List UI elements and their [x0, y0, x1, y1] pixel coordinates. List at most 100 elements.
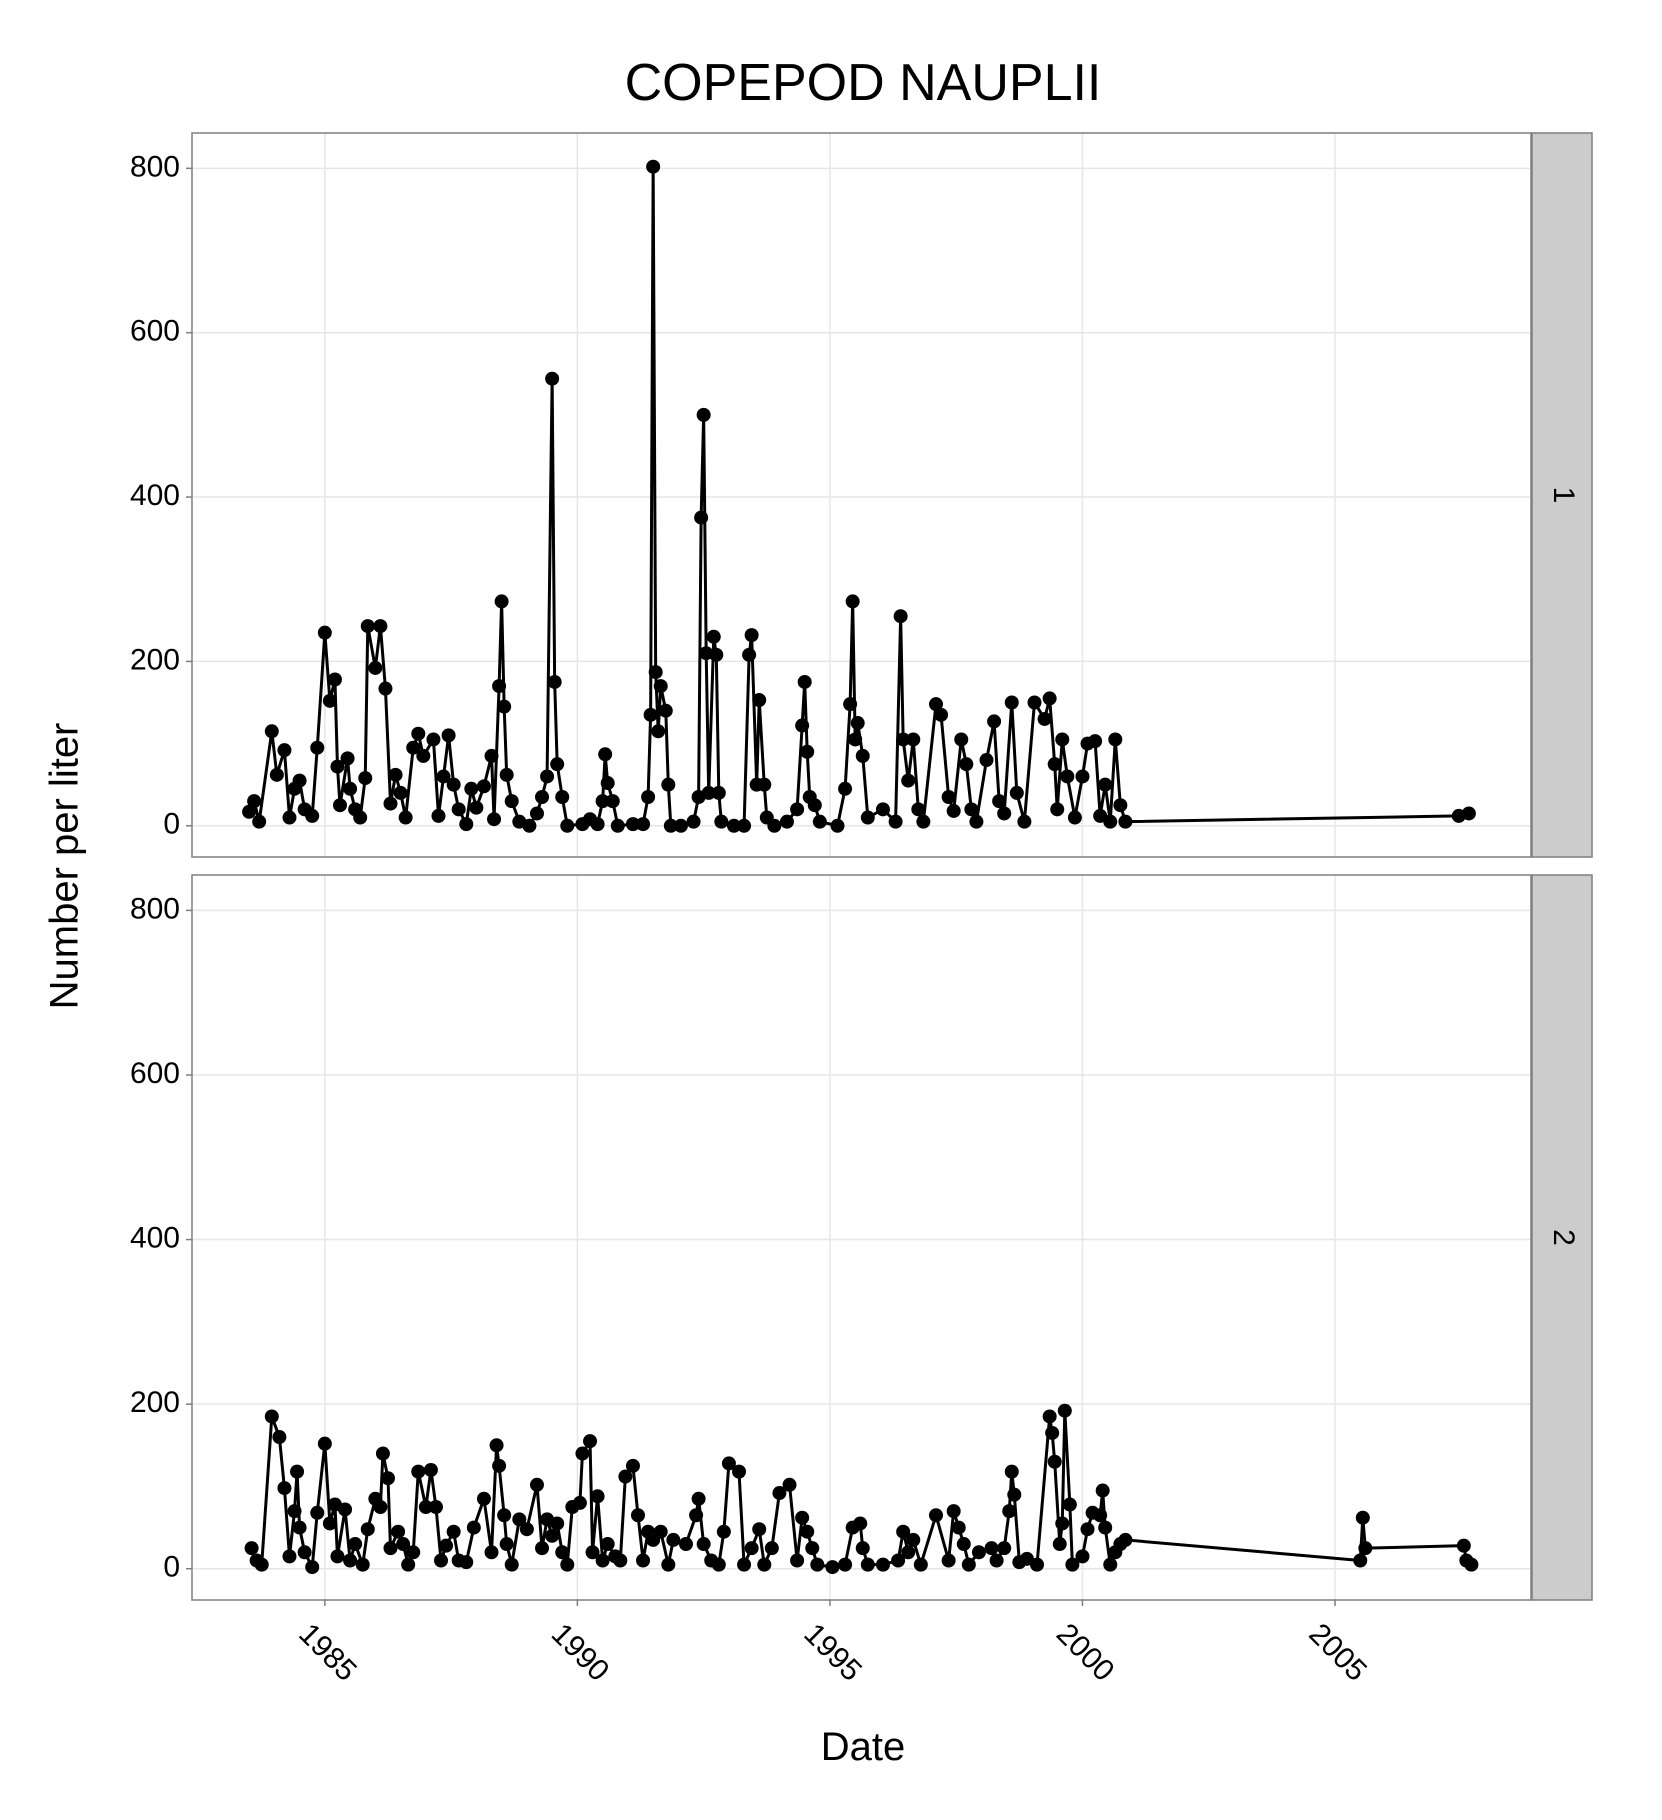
data-point — [330, 759, 345, 774]
data-point — [360, 1522, 375, 1537]
data-point — [242, 804, 257, 819]
y-tick-label: 800 — [130, 150, 180, 183]
data-point — [378, 681, 393, 696]
data-point — [961, 1557, 976, 1572]
data-point — [653, 1524, 668, 1539]
data-point — [1042, 1409, 1057, 1424]
data-point — [446, 777, 461, 792]
data-point — [1093, 1508, 1108, 1523]
data-point — [1052, 1537, 1067, 1552]
data-point — [264, 1409, 279, 1424]
data-point — [764, 1541, 779, 1556]
y-tick-label: 200 — [130, 643, 180, 676]
y-tick-label: 200 — [130, 1386, 180, 1419]
data-point — [411, 1464, 426, 1479]
data-point — [906, 1532, 921, 1547]
data-point — [605, 794, 620, 809]
data-point — [757, 1557, 772, 1572]
data-point — [487, 812, 502, 827]
data-point — [742, 647, 757, 662]
data-point — [1017, 814, 1032, 829]
data-point — [426, 732, 441, 747]
data-point — [398, 810, 413, 825]
data-point — [322, 693, 337, 708]
data-point — [1456, 1538, 1471, 1553]
data-point — [658, 703, 673, 718]
data-point — [1118, 1532, 1133, 1547]
data-point — [1004, 695, 1019, 710]
data-point — [1037, 711, 1052, 726]
data-point — [595, 1553, 610, 1568]
data-point — [1057, 1403, 1072, 1418]
data-point — [529, 1477, 544, 1492]
data-point — [825, 1560, 840, 1575]
data-point — [332, 798, 347, 813]
data-point — [418, 1500, 433, 1515]
data-point — [348, 1537, 363, 1552]
data-point — [575, 1446, 590, 1461]
data-point — [772, 1486, 787, 1501]
data-point — [272, 1430, 287, 1445]
data-point — [1088, 734, 1103, 749]
data-point — [600, 776, 615, 791]
data-point — [499, 767, 514, 782]
data-point — [901, 1545, 916, 1560]
data-point — [1113, 798, 1128, 813]
data-point — [305, 808, 320, 823]
strip — [1531, 132, 1593, 858]
data-point — [716, 1524, 731, 1539]
data-point — [388, 767, 403, 782]
data-point — [497, 699, 512, 714]
x-axis-label: Date — [821, 1725, 906, 1769]
data-point — [1067, 810, 1082, 825]
data-point — [550, 1516, 565, 1531]
y-tick-label: 600 — [130, 315, 180, 348]
data-point — [290, 1464, 305, 1479]
data-point — [651, 724, 666, 739]
data-point — [848, 732, 863, 747]
data-point — [678, 1537, 693, 1552]
data-point — [590, 817, 605, 832]
x-tick-label: 1985 — [292, 1617, 363, 1688]
data-point — [441, 728, 456, 743]
data-point — [706, 629, 721, 644]
data-point — [711, 1557, 726, 1572]
data-point — [1075, 1549, 1090, 1564]
data-point — [484, 1545, 499, 1560]
data-point — [492, 1458, 507, 1473]
data-point — [1103, 814, 1118, 829]
data-point — [1098, 1520, 1113, 1535]
data-point — [555, 1545, 570, 1560]
data-point — [254, 1557, 269, 1572]
data-point — [737, 1557, 752, 1572]
data-point — [911, 802, 926, 817]
data-point — [1030, 1557, 1045, 1572]
data-point — [1461, 806, 1476, 821]
data-point — [875, 1557, 890, 1572]
data-point — [1062, 1497, 1077, 1512]
data-point — [269, 767, 284, 782]
data-point — [383, 1541, 398, 1556]
data-point — [489, 1438, 504, 1453]
x-tick-label: 1990 — [545, 1617, 616, 1688]
data-point — [380, 1471, 395, 1486]
data-point — [661, 777, 676, 792]
data-point — [317, 625, 332, 640]
data-point — [636, 1553, 651, 1568]
y-axis-label: Number per liter — [43, 723, 87, 1010]
x-tick-label: 1995 — [797, 1617, 868, 1688]
data-point — [689, 1508, 704, 1523]
data-point — [423, 1462, 438, 1477]
data-point — [469, 800, 484, 815]
data-point — [969, 814, 984, 829]
data-point — [636, 817, 651, 832]
data-point — [436, 769, 451, 784]
data-point — [560, 1557, 575, 1572]
data-point — [795, 1510, 810, 1525]
data-point — [721, 1456, 736, 1471]
data-point — [494, 594, 509, 609]
data-point — [317, 1436, 332, 1451]
data-point — [343, 781, 358, 796]
data-point — [355, 1557, 370, 1572]
